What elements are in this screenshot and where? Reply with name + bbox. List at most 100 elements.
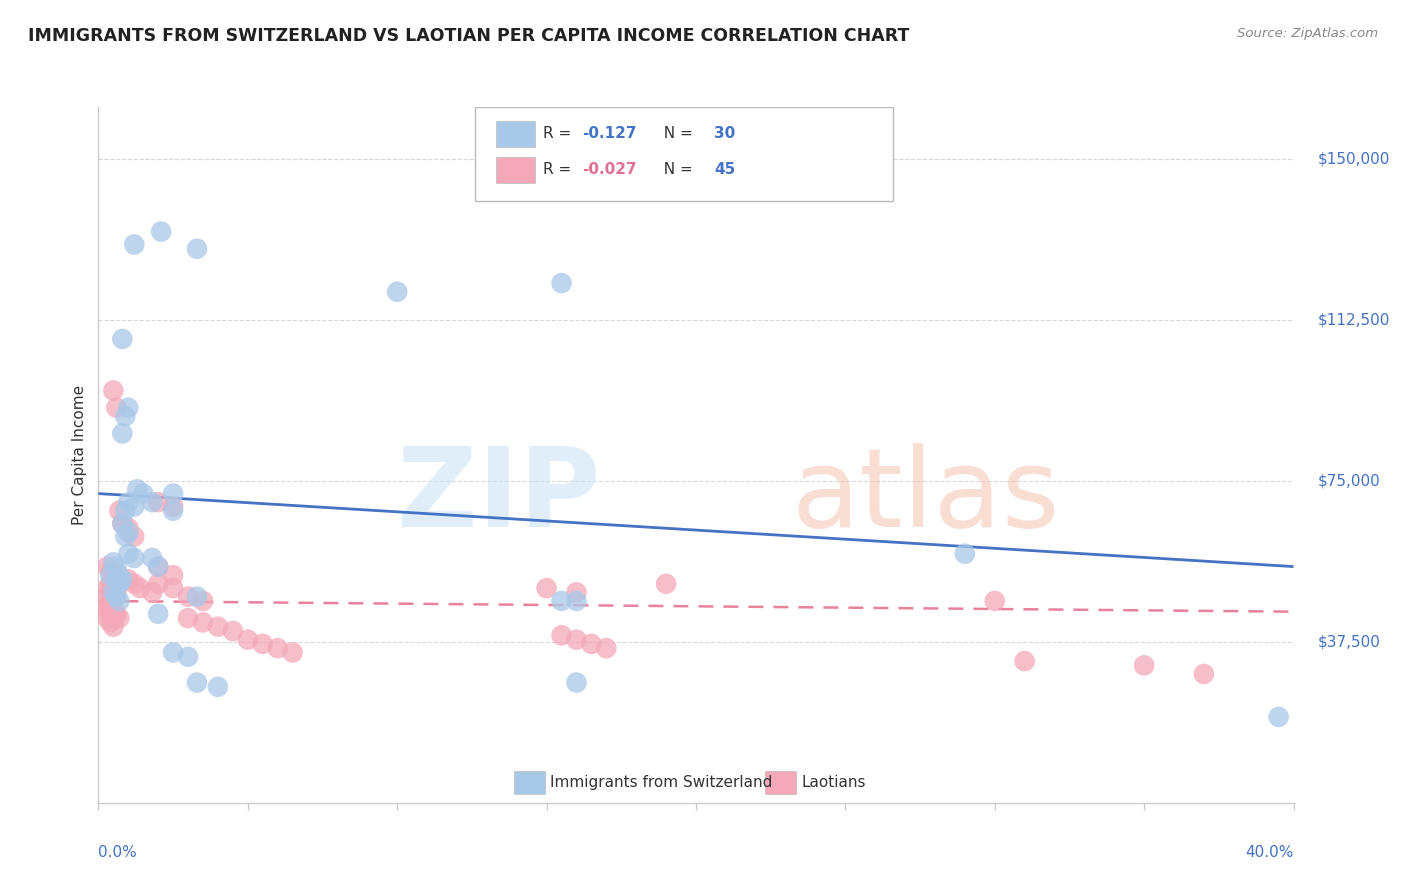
Point: [177, 590, 200, 604]
Point: [141, 585, 163, 599]
Point: [148, 559, 170, 574]
Point: [565, 632, 588, 647]
Y-axis label: Per Capita Income: Per Capita Income: [72, 384, 87, 525]
Point: [252, 637, 274, 651]
Point: [177, 649, 200, 664]
Point: [117, 521, 139, 535]
Point: [105, 559, 128, 574]
Text: $150,000: $150,000: [1317, 151, 1389, 166]
Text: N =: N =: [654, 162, 697, 178]
Point: [105, 585, 128, 599]
Point: [207, 620, 229, 634]
Text: atlas: atlas: [792, 443, 1060, 550]
Point: [236, 632, 259, 647]
Point: [186, 675, 208, 690]
Point: [124, 551, 146, 566]
FancyBboxPatch shape: [496, 157, 534, 183]
Point: [550, 628, 572, 642]
Text: R =: R =: [543, 162, 576, 178]
Point: [129, 581, 152, 595]
Point: [124, 529, 146, 543]
Point: [111, 573, 134, 587]
Text: 45: 45: [714, 162, 735, 178]
FancyBboxPatch shape: [765, 772, 796, 794]
Point: [162, 486, 184, 500]
Point: [98, 568, 122, 582]
Point: [550, 594, 572, 608]
Point: [565, 594, 588, 608]
Point: [162, 568, 184, 582]
Point: [148, 559, 170, 574]
Point: [581, 637, 603, 651]
Point: [105, 573, 128, 587]
FancyBboxPatch shape: [475, 107, 893, 201]
Point: [124, 237, 146, 252]
Point: [1133, 658, 1156, 673]
Point: [281, 645, 304, 659]
Text: Immigrants from Switzerland: Immigrants from Switzerland: [550, 775, 772, 790]
Point: [550, 276, 572, 290]
Point: [114, 504, 136, 518]
Point: [1014, 654, 1036, 668]
Point: [148, 576, 170, 591]
Point: [191, 615, 214, 630]
Text: $37,500: $37,500: [1317, 634, 1381, 649]
Point: [114, 409, 136, 424]
Point: [96, 559, 118, 574]
Point: [536, 581, 558, 595]
Point: [162, 645, 184, 659]
Point: [162, 504, 184, 518]
Point: [148, 607, 170, 621]
Point: [595, 641, 617, 656]
Text: IMMIGRANTS FROM SWITZERLAND VS LAOTIAN PER CAPITA INCOME CORRELATION CHART: IMMIGRANTS FROM SWITZERLAND VS LAOTIAN P…: [28, 27, 910, 45]
Text: Laotians: Laotians: [801, 775, 866, 790]
Point: [98, 585, 122, 599]
Point: [222, 624, 245, 638]
Text: 30: 30: [714, 126, 735, 141]
Point: [655, 576, 678, 591]
Point: [108, 504, 131, 518]
Point: [565, 675, 588, 690]
Point: [103, 585, 125, 599]
Point: [98, 607, 122, 621]
Point: [565, 585, 588, 599]
Point: [117, 573, 139, 587]
Point: [117, 547, 139, 561]
Point: [117, 401, 139, 415]
Point: [103, 620, 125, 634]
Point: [105, 401, 128, 415]
Point: [148, 495, 170, 509]
Point: [141, 495, 163, 509]
Point: [96, 599, 118, 613]
FancyBboxPatch shape: [515, 772, 546, 794]
Text: $112,500: $112,500: [1317, 312, 1389, 327]
Point: [96, 590, 118, 604]
Text: 40.0%: 40.0%: [1246, 845, 1294, 860]
Point: [191, 594, 214, 608]
Point: [186, 242, 208, 256]
Point: [186, 590, 208, 604]
Point: [114, 529, 136, 543]
Text: Source: ZipAtlas.com: Source: ZipAtlas.com: [1237, 27, 1378, 40]
Point: [103, 607, 125, 621]
Point: [96, 611, 118, 625]
Point: [117, 525, 139, 540]
Point: [103, 568, 125, 582]
Point: [98, 564, 122, 578]
Point: [103, 555, 125, 569]
Point: [111, 516, 134, 531]
Point: [132, 486, 155, 500]
Point: [127, 483, 149, 497]
Point: [207, 680, 229, 694]
Point: [108, 568, 131, 582]
Point: [953, 547, 976, 561]
Point: [98, 615, 122, 630]
Point: [103, 384, 125, 398]
Text: N =: N =: [654, 126, 697, 141]
Point: [105, 590, 128, 604]
Point: [111, 516, 134, 531]
Point: [124, 500, 146, 514]
Point: [1267, 710, 1289, 724]
Point: [267, 641, 290, 656]
Point: [111, 426, 134, 441]
